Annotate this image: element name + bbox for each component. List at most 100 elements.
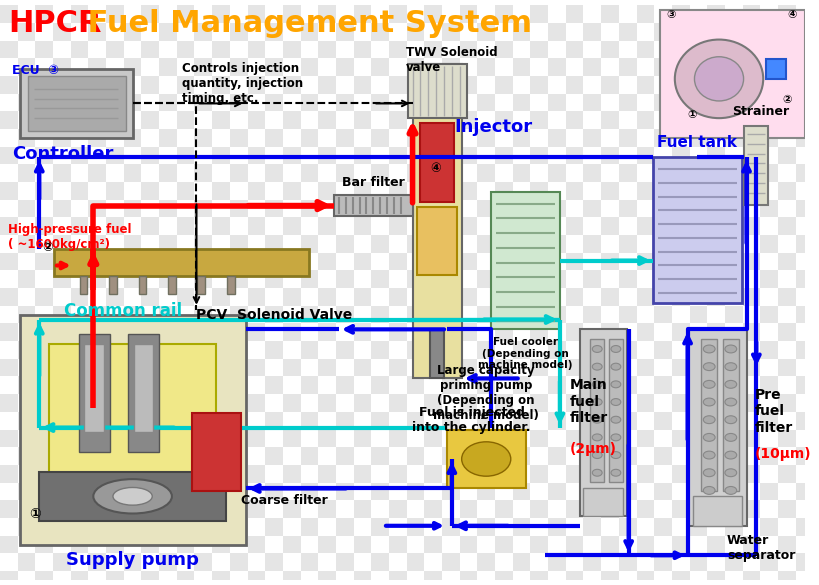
Bar [812,359,819,377]
Bar [141,218,159,235]
Bar [283,288,301,306]
Bar [353,218,371,235]
Text: ③: ③ [665,10,675,20]
Bar [229,199,247,218]
Bar [600,182,618,199]
Bar [371,553,388,571]
Bar [53,129,70,147]
Bar [636,465,654,483]
Bar [441,164,459,182]
Bar [388,429,406,447]
Bar [177,111,194,129]
Bar [18,23,35,40]
Bar [141,394,159,412]
Bar [371,23,388,40]
Bar [530,536,547,553]
Bar [371,518,388,536]
Bar [759,518,777,536]
Bar [724,483,742,500]
Bar [318,40,336,58]
Bar [247,40,265,58]
Bar [459,500,477,518]
Bar [812,147,819,164]
Bar [318,147,336,164]
Bar [18,94,35,111]
Bar [530,182,547,199]
Bar [141,5,159,23]
Bar [477,483,495,500]
Bar [124,235,141,253]
Bar [388,40,406,58]
Bar [124,199,141,218]
Bar [812,5,819,23]
Bar [759,94,777,111]
Bar [353,40,371,58]
Ellipse shape [591,469,601,476]
Bar [743,126,767,205]
Ellipse shape [674,40,762,118]
Bar [141,324,159,341]
Bar [106,40,124,58]
Bar [318,288,336,306]
Bar [371,235,388,253]
Bar [459,147,477,164]
Bar [459,111,477,129]
Bar [459,5,477,23]
Bar [477,23,495,40]
Bar [530,40,547,58]
Bar [406,270,423,288]
Bar [565,5,583,23]
Bar [722,339,738,491]
Bar [530,359,547,377]
Bar [124,553,141,571]
Bar [177,465,194,483]
Bar [247,536,265,553]
Bar [794,306,812,324]
Bar [812,253,819,270]
Bar [441,412,459,429]
Bar [583,483,600,500]
Bar [618,518,636,536]
Bar [654,483,671,500]
Bar [706,324,724,341]
Bar [724,23,742,40]
Bar [212,324,229,341]
Bar [565,324,583,341]
Bar [106,253,124,270]
Bar [547,164,565,182]
Bar [318,536,336,553]
Bar [547,199,565,218]
Bar [18,129,35,147]
Bar [530,465,547,483]
Bar [84,344,104,432]
Bar [70,182,88,199]
Bar [336,483,353,500]
Bar [512,447,530,465]
Bar [636,571,654,585]
Bar [777,429,794,447]
Bar [194,306,212,324]
Bar [194,483,212,500]
Bar [18,199,35,218]
Bar [18,235,35,253]
Bar [700,339,716,491]
Text: ①: ① [29,507,41,521]
Bar [227,276,234,294]
Bar [388,324,406,341]
Bar [794,518,812,536]
Bar [229,129,247,147]
Bar [70,359,88,377]
Bar [35,429,53,447]
Bar [565,147,583,164]
Bar [265,235,283,253]
Bar [423,182,441,199]
Bar [247,394,265,412]
Bar [406,306,423,324]
Bar [565,500,583,518]
Bar [671,288,689,306]
Bar [0,324,18,341]
Bar [565,182,583,199]
Bar [794,94,812,111]
Ellipse shape [591,381,601,388]
Bar [70,76,88,94]
